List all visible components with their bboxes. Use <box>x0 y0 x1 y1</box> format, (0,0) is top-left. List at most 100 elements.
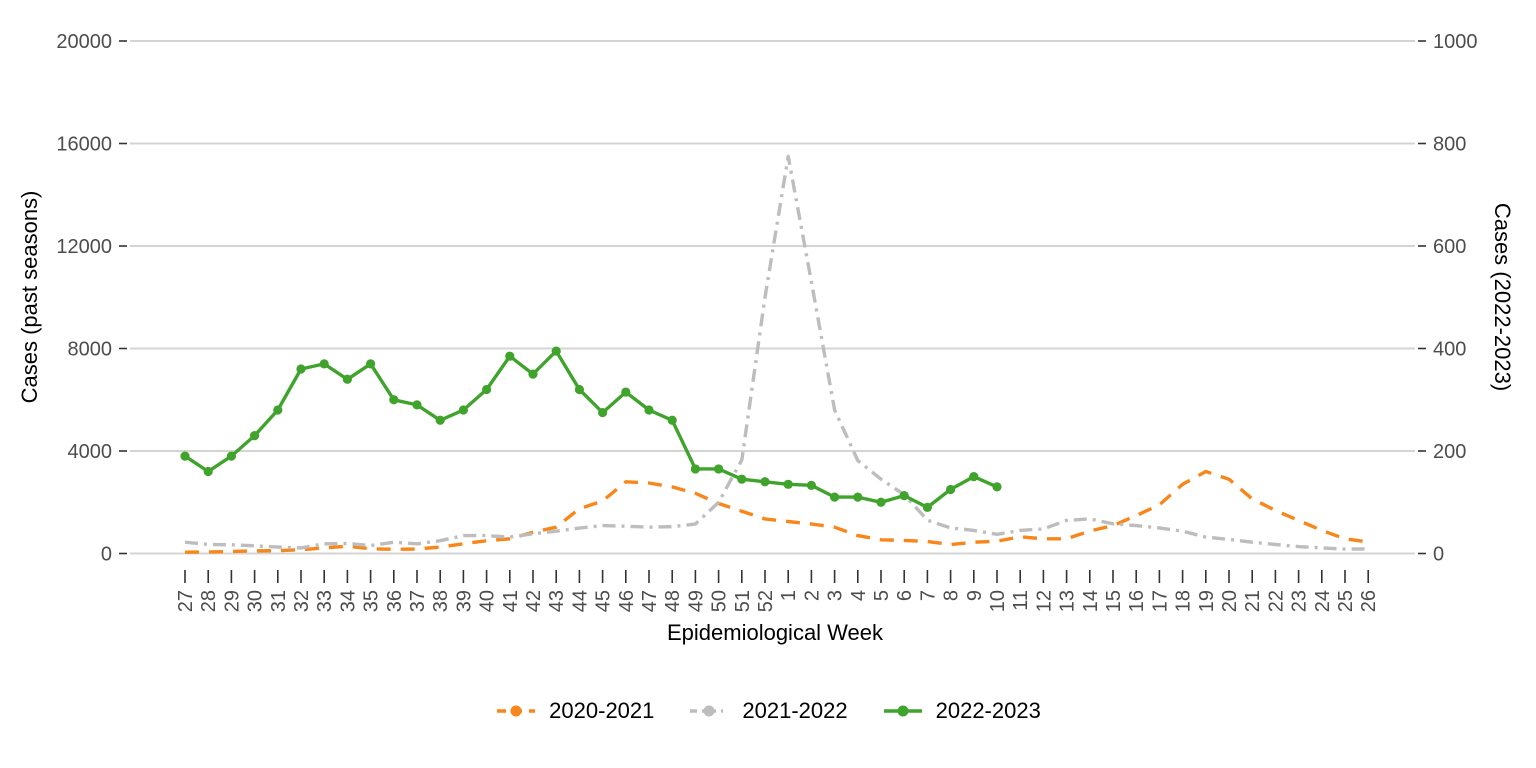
x-axis-tick-label: 42 <box>523 590 545 612</box>
x-axis-tick-label: 50 <box>709 590 731 612</box>
x-axis-tick-label: 45 <box>593 590 615 612</box>
y-axis-left-title: Cases (past seasons) <box>17 190 42 404</box>
data-point-2022-2023 <box>783 479 793 489</box>
x-axis-tick-label: 40 <box>477 590 499 612</box>
x-axis-tick-label: 11 <box>1010 590 1032 611</box>
x-axis-tick-label: 24 <box>1312 590 1334 612</box>
data-point-2022-2023 <box>319 359 329 369</box>
data-point-2022-2023 <box>412 400 422 410</box>
x-axis-tick-label: 17 <box>1149 590 1171 612</box>
data-point-2022-2023 <box>644 405 654 415</box>
data-point-2022-2023 <box>551 346 561 356</box>
data-point-2022-2023 <box>690 464 701 474</box>
x-axis-tick-label: 41 <box>500 590 522 612</box>
data-point-2022-2023 <box>667 415 677 425</box>
x-axis-tick-label: 35 <box>361 590 383 612</box>
data-point-2022-2023 <box>899 490 909 501</box>
data-point-2022-2023 <box>505 351 515 361</box>
x-axis-title: Epidemiological Week <box>666 620 884 645</box>
left-axis-tick-label: 12000 <box>56 236 112 258</box>
right-axis-tick-label: 200 <box>1433 441 1466 463</box>
legend-key-dashdot-line-icon <box>690 705 729 717</box>
right-axis-tick-label: 400 <box>1433 339 1466 361</box>
legend-label: 2022-2023 <box>935 698 1041 723</box>
right-axis-tick-label: 1000 <box>1433 31 1478 53</box>
left-axis-tick-label: 0 <box>101 544 112 566</box>
data-point-2022-2023 <box>180 451 190 461</box>
x-axis-tick-label: 37 <box>407 590 429 612</box>
data-point-2022-2023 <box>458 405 468 415</box>
x-axis-tick-label: 26 <box>1358 590 1380 612</box>
x-axis-tick-label: 3 <box>825 590 847 601</box>
data-point-2022-2023 <box>946 484 956 495</box>
x-axis-tick-label: 33 <box>314 590 336 612</box>
left-axis-tick-label: 8000 <box>68 339 113 361</box>
data-point-2022-2023 <box>621 387 631 397</box>
data-point-2022-2023 <box>830 492 840 502</box>
x-axis-tick-label: 21 <box>1242 590 1264 612</box>
x-axis-tick-label: 32 <box>291 590 313 612</box>
data-point-2022-2023 <box>226 451 236 461</box>
legend-item-2020-2021: 2020-2021 <box>495 698 654 724</box>
data-point-2022-2023 <box>203 466 213 477</box>
legend-item-2022-2023: 2022-2023 <box>882 698 1041 724</box>
data-point-2022-2023 <box>598 407 608 418</box>
data-point-2022-2023 <box>342 374 352 384</box>
left-axis-tick-label: 20000 <box>56 31 112 53</box>
x-axis-tick-label: 36 <box>384 590 406 612</box>
x-axis-tick-label: 49 <box>685 590 707 612</box>
data-point-2022-2023 <box>389 395 399 405</box>
data-point-2022-2023 <box>296 364 306 374</box>
x-axis-tick-label: 10 <box>987 590 1009 612</box>
x-axis-tick-label: 31 <box>268 590 290 612</box>
data-point-2022-2023 <box>574 384 585 395</box>
x-axis-tick-label: 1 <box>778 590 800 601</box>
series-line-2020-2021 <box>184 469 1369 554</box>
x-axis-tick-label: 43 <box>546 590 568 612</box>
x-axis-tick-label: 47 <box>639 590 661 612</box>
x-axis-tick-label: 38 <box>430 590 452 612</box>
x-axis-tick-label: 14 <box>1080 590 1102 612</box>
data-point-2022-2023 <box>435 415 445 425</box>
right-axis-tick-label: 0 <box>1433 544 1444 566</box>
data-point-2022-2023 <box>714 464 724 474</box>
data-point-2022-2023 <box>366 359 376 369</box>
legend-key-dashed-line-icon <box>497 705 536 717</box>
x-axis-tick-label: 22 <box>1265 590 1287 612</box>
x-axis-tick-label: 27 <box>175 590 197 612</box>
x-axis-tick-label: 2 <box>801 590 823 601</box>
x-axis-tick-label: 8 <box>941 590 963 601</box>
data-point-2022-2023 <box>273 405 283 415</box>
x-axis-tick-label: 52 <box>755 590 777 612</box>
x-axis-tick-label: 13 <box>1057 590 1079 612</box>
legend-key-solid-line-icon <box>883 705 922 717</box>
x-axis-tick-label: 19 <box>1196 590 1218 612</box>
x-axis-tick-label: 9 <box>964 590 986 601</box>
data-point-2022-2023 <box>528 369 538 379</box>
y-axis-right-title: Cases (2022-2023) <box>1490 202 1515 392</box>
x-axis-tick-label: 39 <box>453 590 475 612</box>
x-axis-tick-label: 7 <box>917 590 939 601</box>
x-axis-tick-label: 28 <box>198 590 220 612</box>
x-axis-tick-label: 18 <box>1173 590 1195 612</box>
x-axis-tick-label: 5 <box>871 590 893 601</box>
data-point-2022-2023 <box>922 502 933 512</box>
right-axis-tick-label: 600 <box>1433 236 1466 258</box>
legend-label: 2020-2021 <box>549 698 655 723</box>
x-axis-tick-label: 16 <box>1126 590 1148 612</box>
data-point-2022-2023 <box>876 497 886 507</box>
x-axis-tick-label: 30 <box>245 590 267 612</box>
left-axis-tick-label: 4000 <box>68 441 113 463</box>
series-line-2022-2023 <box>184 349 998 510</box>
left-axis-tick-label: 16000 <box>56 134 112 156</box>
data-point-2022-2023 <box>806 480 817 490</box>
right-axis-tick-label: 800 <box>1433 134 1466 156</box>
x-axis-tick-label: 4 <box>848 590 870 601</box>
x-axis-tick-label: 12 <box>1033 590 1055 612</box>
x-axis-tick-label: 46 <box>616 590 638 612</box>
legend-item-2021-2022: 2021-2022 <box>688 698 848 724</box>
series-line-2021-2022 <box>184 154 1369 551</box>
x-axis-tick-label: 29 <box>221 590 243 612</box>
legend-label: 2021-2022 <box>742 698 848 723</box>
